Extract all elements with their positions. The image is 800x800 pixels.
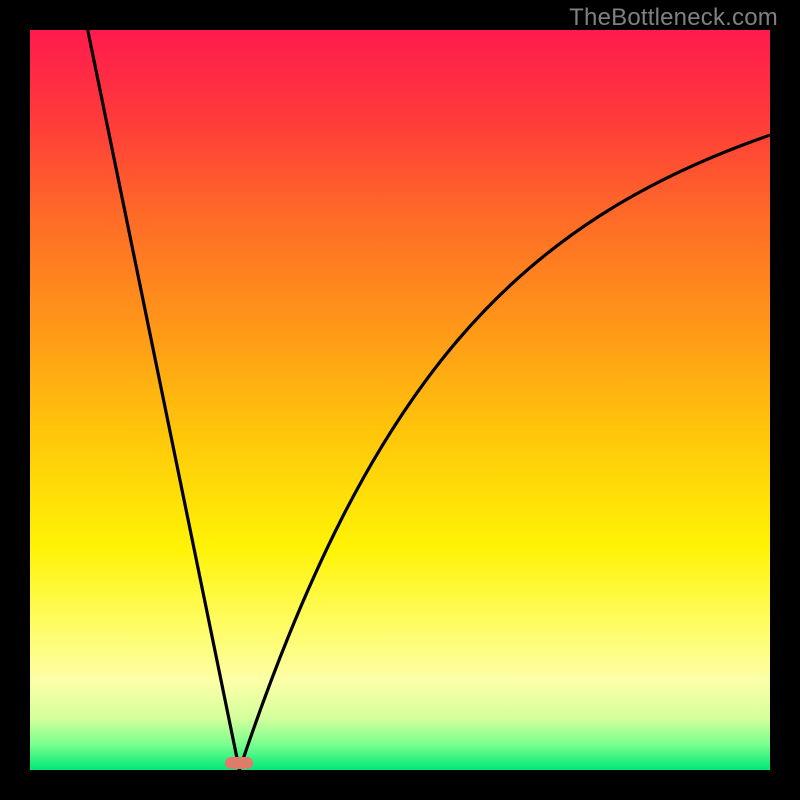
bottleneck-curve-path	[88, 30, 770, 770]
watermark-text: TheBottleneck.com	[569, 4, 778, 32]
bottleneck-curve	[30, 30, 770, 770]
chart-container: TheBottleneck.com	[0, 0, 800, 800]
optimal-marker	[225, 757, 253, 769]
plot-area	[30, 30, 770, 770]
